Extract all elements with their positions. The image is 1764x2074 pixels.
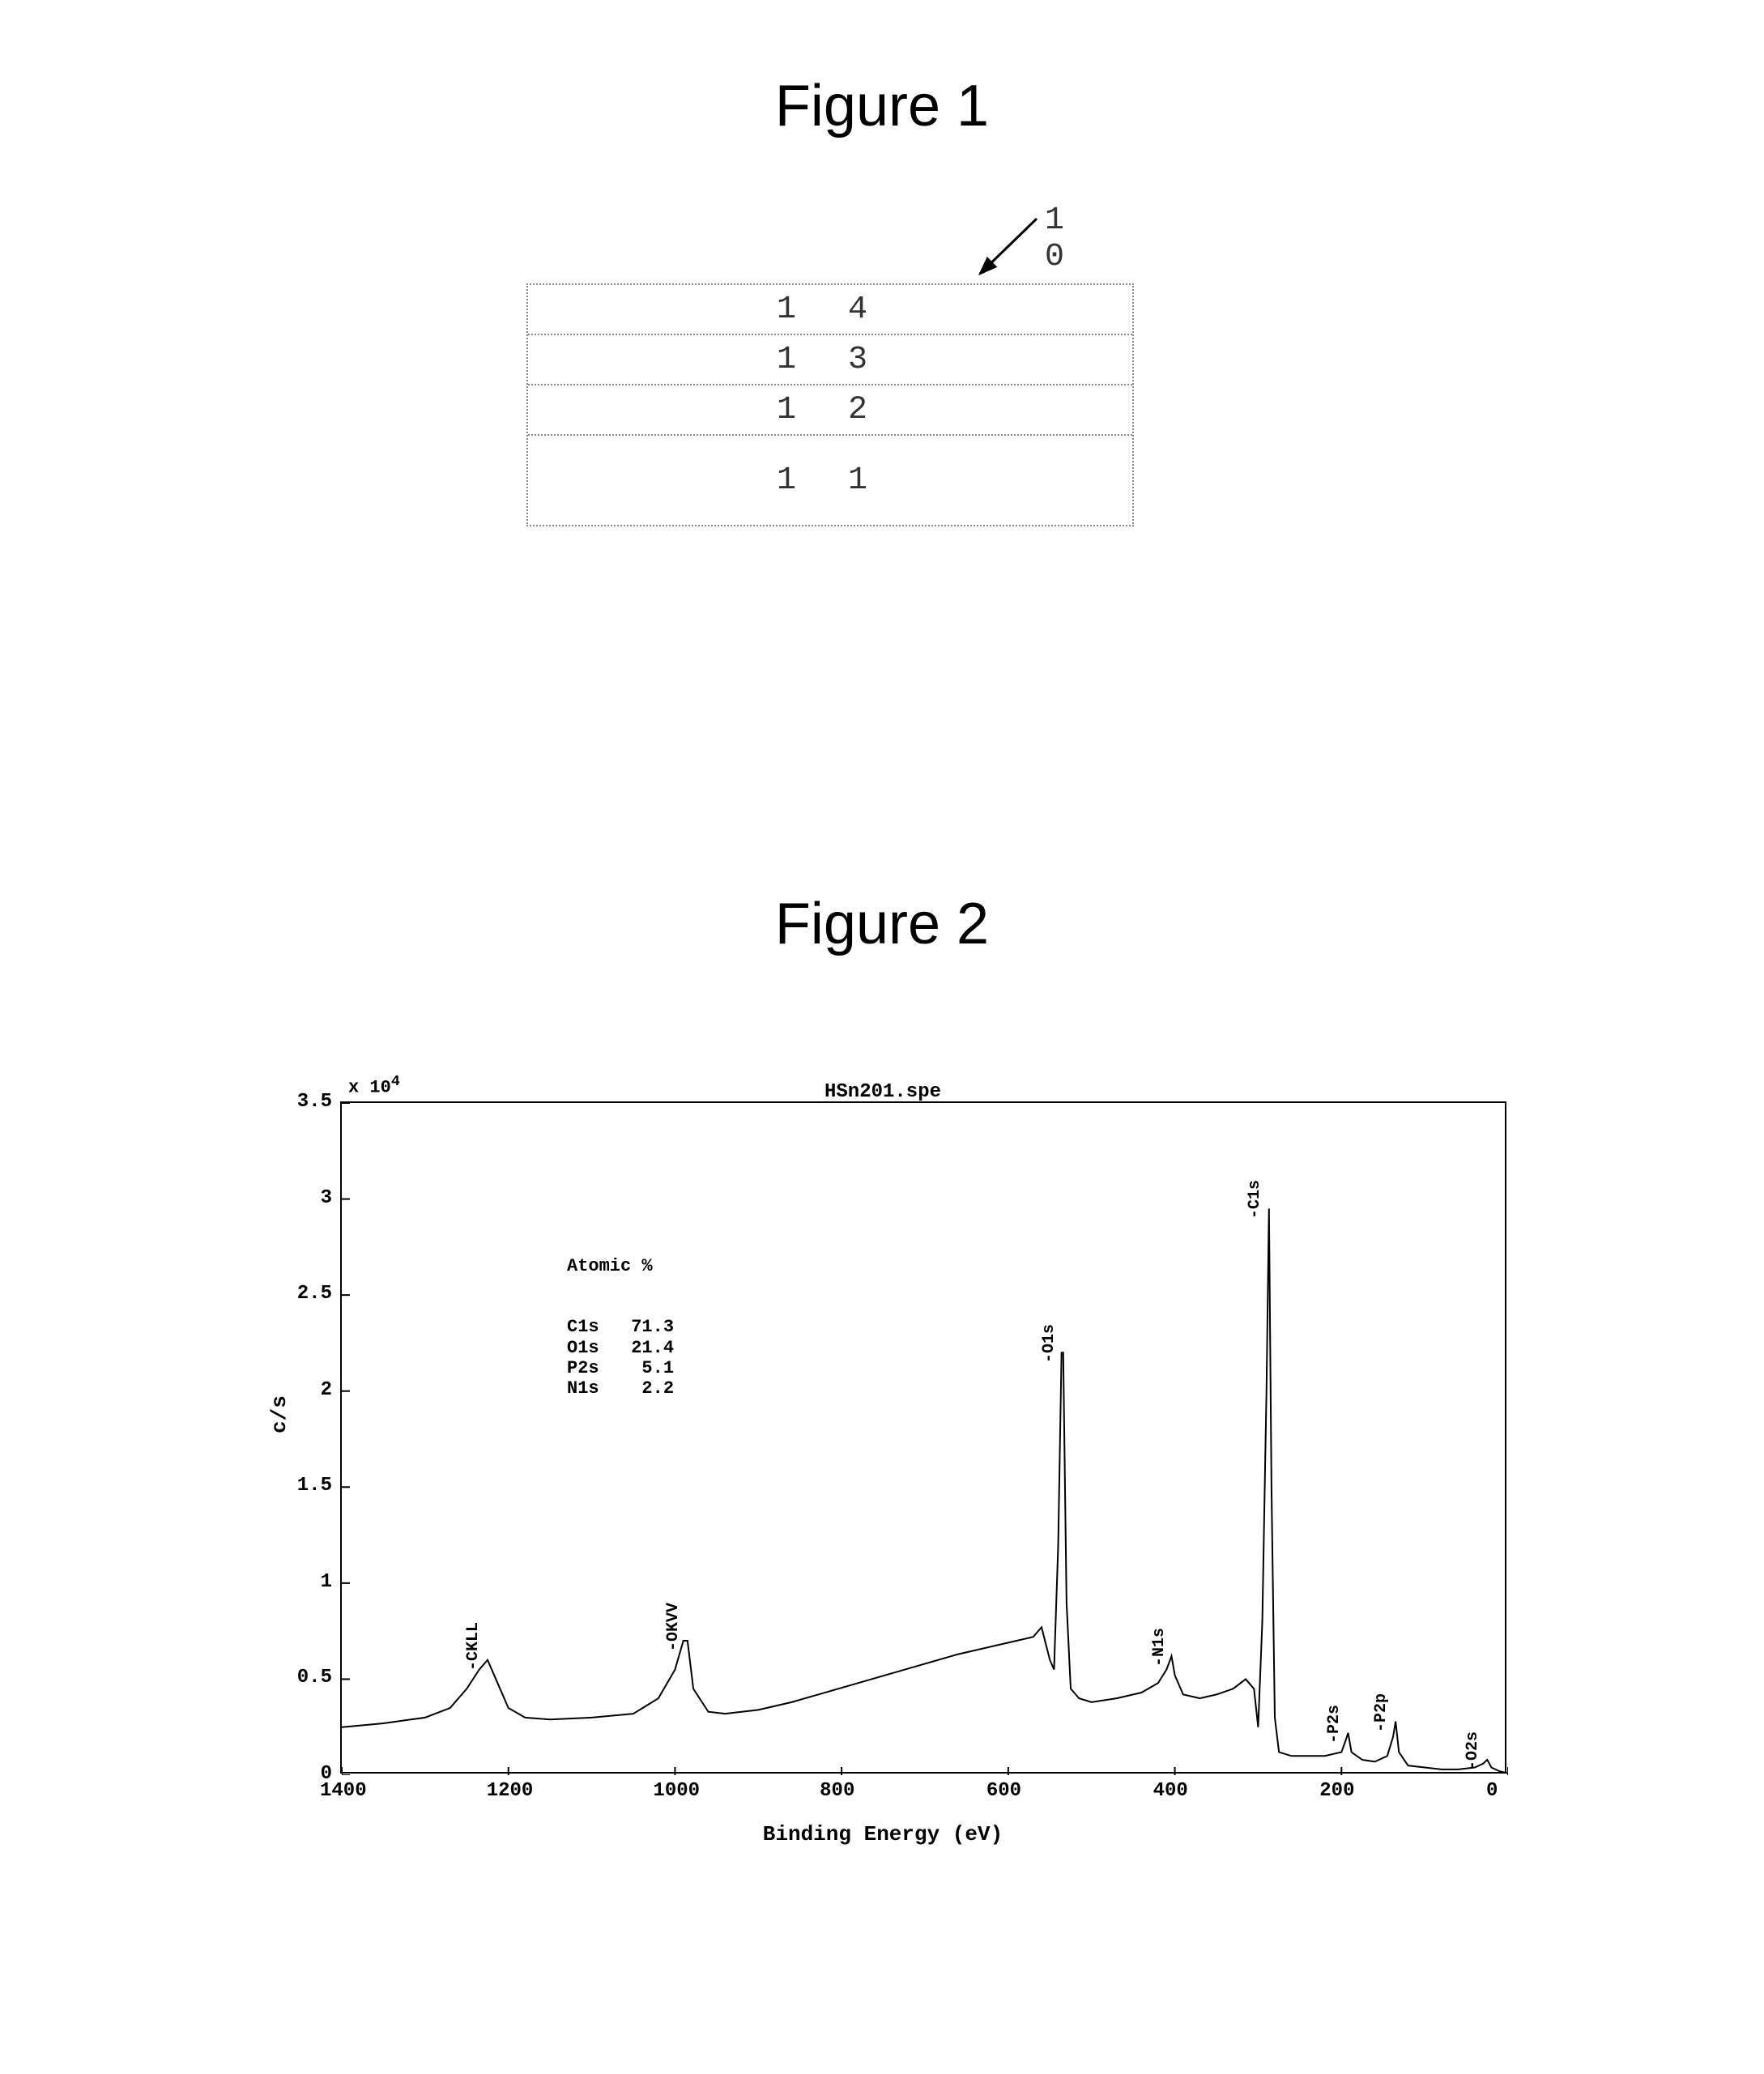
atomic-row: N1s 2.2 bbox=[567, 1378, 674, 1399]
peak-label: -O2s bbox=[1464, 1731, 1482, 1770]
peak-label: -N1s bbox=[1150, 1628, 1169, 1667]
peak-label: -P2p bbox=[1372, 1693, 1391, 1732]
layer-14: 1 4 bbox=[528, 285, 1132, 335]
spectrum-line bbox=[342, 1208, 1508, 1773]
spectrum-plot bbox=[342, 1103, 1508, 1775]
peak-label: -P2s bbox=[1325, 1705, 1344, 1744]
peak-label: -O1s bbox=[1040, 1324, 1059, 1363]
figure2-chart: HSn201.spe x 104 c/s Binding Energy (eV)… bbox=[227, 1053, 1539, 1879]
peak-label: -C1s bbox=[1246, 1180, 1264, 1219]
atomic-percent-table: Atomic % C1s 71.3O1s 21.4P2s 5.1N1s 2.2 bbox=[567, 1215, 674, 1440]
y-tick-label: 0.5 bbox=[296, 1667, 332, 1689]
y-multiplier: x 104 bbox=[348, 1073, 400, 1097]
y-mult-exp: 4 bbox=[391, 1073, 400, 1090]
y-tick-label: 0 bbox=[296, 1763, 332, 1785]
arrow-line bbox=[980, 219, 1037, 274]
layer-stack: 1 4 1 3 1 2 1 1 bbox=[526, 283, 1134, 526]
y-tick-label: 3 bbox=[296, 1187, 332, 1209]
y-mult-base: x 10 bbox=[348, 1077, 391, 1097]
atomic-row: C1s 71.3 bbox=[567, 1317, 674, 1337]
y-tick-label: 3.5 bbox=[296, 1091, 332, 1113]
x-axis-label: Binding Energy (eV) bbox=[763, 1822, 1003, 1846]
x-tick-label: 400 bbox=[1153, 1780, 1188, 1802]
y-tick-label: 2.5 bbox=[296, 1283, 332, 1305]
x-tick-label: 1000 bbox=[653, 1780, 700, 1802]
figure2-title: Figure 2 bbox=[775, 891, 989, 957]
figure1-title: Figure 1 bbox=[775, 73, 989, 139]
figure1-diagram: 1 0 1 4 1 3 1 2 1 1 bbox=[526, 227, 1134, 518]
layer-12: 1 2 bbox=[528, 385, 1132, 436]
chart-filename: HSn201.spe bbox=[824, 1081, 941, 1103]
y-tick-label: 1.5 bbox=[296, 1475, 332, 1497]
x-tick-label: 200 bbox=[1319, 1780, 1354, 1802]
atomic-header: Atomic % bbox=[567, 1256, 674, 1276]
x-tick-label: 600 bbox=[986, 1780, 1021, 1802]
atomic-row: P2s 5.1 bbox=[567, 1358, 674, 1378]
y-axis-label: c/s bbox=[267, 1395, 292, 1433]
x-tick-label: 800 bbox=[820, 1780, 854, 1802]
x-tick-label: 0 bbox=[1486, 1780, 1498, 1802]
peak-label: -OKVV bbox=[664, 1603, 683, 1651]
peak-label: -CKLL bbox=[464, 1622, 483, 1671]
x-tick-label: 1200 bbox=[487, 1780, 534, 1802]
chart-frame bbox=[340, 1101, 1506, 1774]
layer-13: 1 3 bbox=[528, 335, 1132, 385]
layer-11: 1 1 bbox=[528, 436, 1132, 525]
y-tick-label: 2 bbox=[296, 1379, 332, 1401]
y-tick-label: 1 bbox=[296, 1571, 332, 1593]
atomic-row: O1s 21.4 bbox=[567, 1338, 674, 1358]
